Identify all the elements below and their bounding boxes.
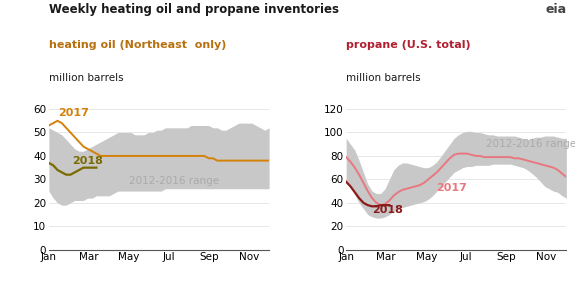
Text: propane (U.S. total): propane (U.S. total)	[346, 40, 471, 50]
Text: eia: eia	[545, 3, 566, 16]
Text: Weekly heating oil and propane inventories: Weekly heating oil and propane inventori…	[49, 3, 339, 16]
Text: million barrels: million barrels	[346, 73, 421, 83]
Text: million barrels: million barrels	[49, 73, 124, 83]
Text: heating oil (Northeast  only): heating oil (Northeast only)	[49, 40, 226, 50]
Text: 2012-2016 range: 2012-2016 range	[486, 139, 575, 149]
Text: 2012-2016 range: 2012-2016 range	[129, 176, 219, 186]
Text: 2018: 2018	[72, 156, 103, 166]
Text: 2017: 2017	[58, 108, 89, 118]
Text: 2018: 2018	[372, 205, 403, 215]
Text: 2017: 2017	[436, 183, 467, 193]
